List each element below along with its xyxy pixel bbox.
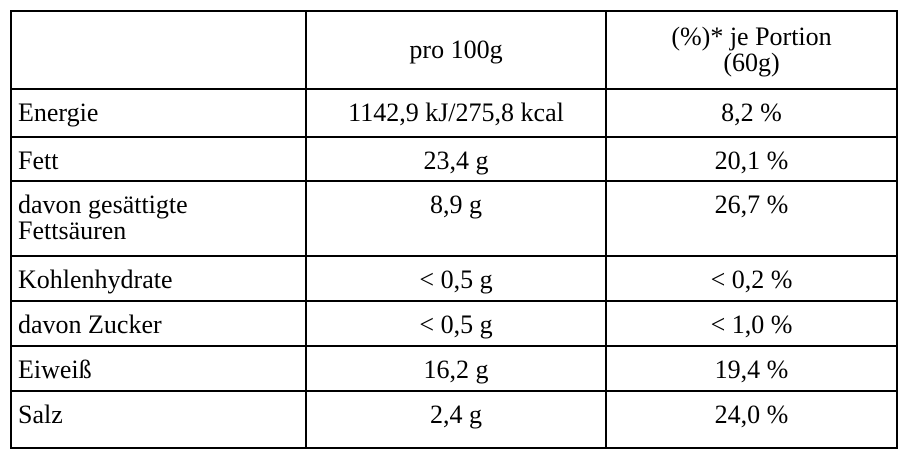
table-cell: Energie — [10, 88, 307, 138]
table-row: davon Zucker < 0,5 g < 1,0 % — [10, 300, 898, 347]
table-cell: Eiweiß — [10, 345, 307, 392]
table-row: davon gesättigte Fettsäuren 8,9 g 26,7 % — [10, 180, 898, 257]
table-row: Salz 2,4 g 24,0 % — [10, 390, 898, 449]
header-cell — [10, 10, 307, 90]
table-cell: < 1,0 % — [605, 300, 898, 347]
table-cell: davon gesättigte Fettsäuren — [10, 180, 307, 257]
table-row: Fett 23,4 g 20,1 % — [10, 136, 898, 182]
table-cell: 26,7 % — [605, 180, 898, 257]
table-row: Eiweiß 16,2 g 19,4 % — [10, 345, 898, 392]
table-cell: 19,4 % — [605, 345, 898, 392]
table-cell: 20,1 % — [605, 136, 898, 182]
table-cell: 2,4 g — [305, 390, 607, 449]
table-row: Kohlenhydrate < 0,5 g < 0,2 % — [10, 255, 898, 302]
table-cell: Salz — [10, 390, 307, 449]
table-cell: Kohlenhydrate — [10, 255, 307, 302]
table-cell: davon Zucker — [10, 300, 307, 347]
table-cell: < 0,5 g — [305, 300, 607, 347]
table-cell: < 0,2 % — [605, 255, 898, 302]
table-cell: 24,0 % — [605, 390, 898, 449]
table-cell: < 0,5 g — [305, 255, 607, 302]
table-cell: 8,9 g — [305, 180, 607, 257]
table-cell: 16,2 g — [305, 345, 607, 392]
header-cell: (%)* je Portion (60g) — [605, 10, 898, 90]
table-cell: 23,4 g — [305, 136, 607, 182]
table-cell: 8,2 % — [605, 88, 898, 138]
nutrition-table: pro 100g (%)* je Portion (60g) Energie 1142… — [10, 10, 898, 449]
table-cell: Fett — [10, 136, 307, 182]
table-body: pro 100g (%)* je Portion (60g) Energie 1142… — [10, 10, 898, 449]
table-row: Energie 1142,9 kJ/275,8 kcal 8,2 % — [10, 88, 898, 138]
table-cell: 1142,9 kJ/275,8 kcal — [305, 88, 607, 138]
header-cell: pro 100g — [305, 10, 607, 90]
header-row: pro 100g (%)* je Portion (60g) — [10, 10, 898, 90]
